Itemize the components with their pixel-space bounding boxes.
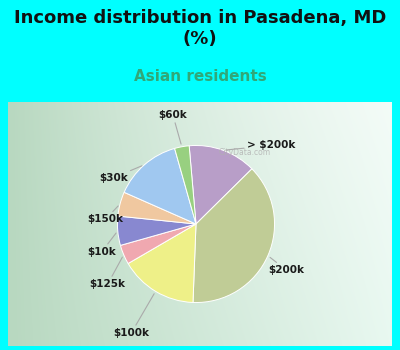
Text: $30k: $30k: [99, 166, 142, 183]
Text: > $200k: > $200k: [226, 140, 295, 150]
Text: $125k: $125k: [90, 257, 126, 289]
Text: $100k: $100k: [113, 294, 154, 338]
Wedge shape: [124, 148, 196, 224]
Wedge shape: [189, 146, 252, 224]
Wedge shape: [128, 224, 196, 302]
Wedge shape: [193, 169, 274, 302]
Wedge shape: [120, 224, 196, 264]
Wedge shape: [118, 216, 196, 245]
Text: CityData.com: CityData.com: [219, 148, 271, 157]
Text: $60k: $60k: [158, 110, 187, 144]
Text: $10k: $10k: [88, 233, 116, 257]
Text: Asian residents: Asian residents: [134, 69, 266, 84]
Text: Income distribution in Pasadena, MD
(%): Income distribution in Pasadena, MD (%): [14, 9, 386, 48]
Wedge shape: [118, 192, 196, 224]
Text: $200k: $200k: [268, 257, 304, 275]
Wedge shape: [175, 146, 196, 224]
Text: $150k: $150k: [88, 206, 124, 224]
